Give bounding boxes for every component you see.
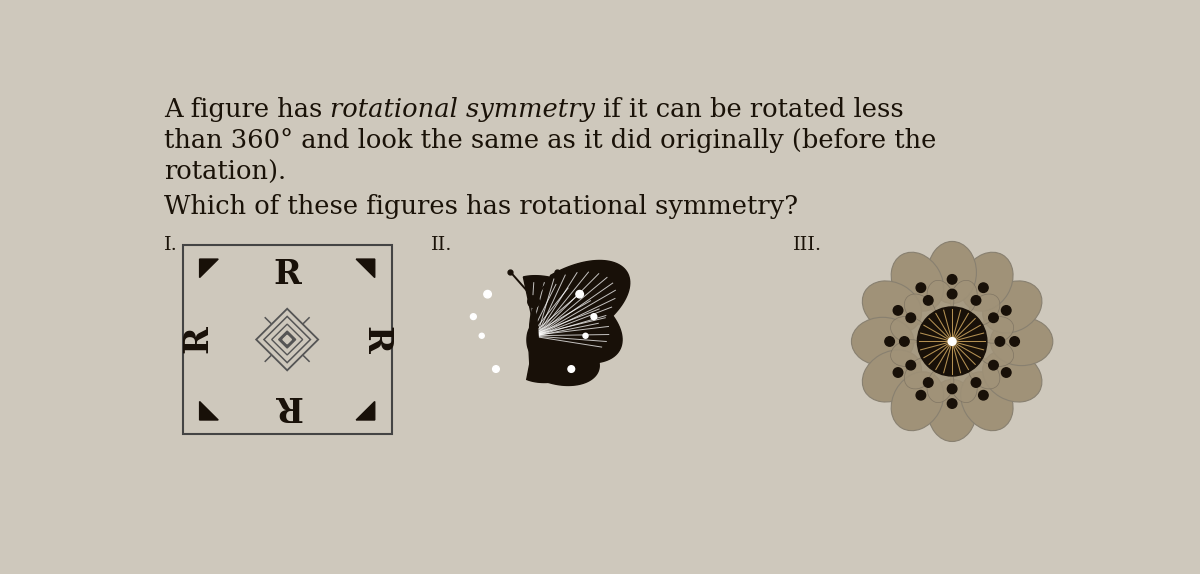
Circle shape — [971, 378, 980, 387]
Circle shape — [590, 314, 596, 320]
Polygon shape — [527, 330, 595, 382]
Bar — [182, 245, 391, 434]
Circle shape — [947, 289, 956, 299]
Ellipse shape — [892, 372, 943, 430]
Ellipse shape — [968, 358, 1000, 389]
Text: R: R — [274, 258, 301, 290]
Text: R: R — [274, 389, 301, 421]
Ellipse shape — [892, 252, 943, 311]
Circle shape — [947, 274, 956, 284]
Ellipse shape — [905, 358, 936, 389]
Circle shape — [1002, 368, 1012, 377]
Text: rotational symmetry: rotational symmetry — [330, 96, 595, 122]
Circle shape — [906, 360, 916, 370]
Text: III.: III. — [793, 236, 822, 254]
Polygon shape — [356, 259, 374, 278]
Ellipse shape — [529, 309, 539, 379]
Ellipse shape — [983, 350, 1042, 402]
Ellipse shape — [968, 294, 1000, 325]
Ellipse shape — [983, 281, 1042, 333]
Polygon shape — [283, 335, 292, 344]
Text: Which of these figures has rotational symmetry?: Which of these figures has rotational sy… — [164, 193, 798, 219]
Circle shape — [947, 399, 956, 408]
Ellipse shape — [928, 367, 954, 402]
Circle shape — [900, 337, 910, 346]
Polygon shape — [356, 402, 374, 420]
Circle shape — [924, 378, 934, 387]
Ellipse shape — [863, 350, 922, 402]
Ellipse shape — [852, 317, 914, 366]
Circle shape — [1002, 306, 1012, 315]
Ellipse shape — [890, 340, 926, 366]
Circle shape — [568, 366, 575, 373]
Circle shape — [484, 290, 491, 298]
Circle shape — [916, 283, 925, 292]
Ellipse shape — [928, 379, 977, 441]
Circle shape — [893, 306, 902, 315]
Ellipse shape — [928, 280, 954, 316]
Circle shape — [1010, 337, 1019, 346]
Ellipse shape — [950, 280, 977, 316]
Circle shape — [971, 296, 980, 305]
Ellipse shape — [928, 242, 977, 304]
Polygon shape — [523, 276, 622, 362]
Circle shape — [989, 313, 998, 323]
Text: I.: I. — [164, 236, 178, 254]
Circle shape — [479, 333, 485, 338]
Circle shape — [470, 314, 476, 320]
Circle shape — [916, 390, 925, 400]
Text: rotation).: rotation). — [164, 160, 286, 185]
Text: than 360° and look the same as it did originally (before the: than 360° and look the same as it did or… — [164, 128, 936, 153]
Polygon shape — [199, 402, 218, 420]
Circle shape — [528, 296, 540, 308]
Polygon shape — [278, 331, 295, 348]
Ellipse shape — [978, 340, 1014, 366]
Polygon shape — [534, 335, 599, 386]
Circle shape — [948, 338, 956, 346]
Ellipse shape — [978, 316, 1014, 343]
Ellipse shape — [890, 316, 926, 343]
Circle shape — [989, 360, 998, 370]
Circle shape — [978, 390, 988, 400]
Text: R: R — [181, 325, 215, 354]
Ellipse shape — [863, 281, 922, 333]
Ellipse shape — [961, 372, 1013, 430]
Circle shape — [583, 333, 588, 338]
Ellipse shape — [990, 317, 1052, 366]
Text: if it can be rotated less: if it can be rotated less — [595, 96, 904, 122]
Ellipse shape — [950, 367, 977, 402]
Circle shape — [576, 290, 583, 298]
Circle shape — [918, 307, 986, 376]
Polygon shape — [534, 261, 630, 355]
Text: R: R — [360, 325, 392, 354]
Circle shape — [906, 313, 916, 323]
Text: II.: II. — [431, 236, 452, 254]
Circle shape — [978, 283, 988, 292]
Circle shape — [947, 384, 956, 394]
Text: A figure has: A figure has — [164, 96, 330, 122]
Circle shape — [924, 296, 934, 305]
Circle shape — [493, 366, 499, 373]
Circle shape — [893, 368, 902, 377]
Circle shape — [995, 337, 1004, 346]
Ellipse shape — [961, 252, 1013, 311]
Circle shape — [884, 337, 894, 346]
Polygon shape — [199, 259, 218, 278]
Ellipse shape — [905, 294, 936, 325]
